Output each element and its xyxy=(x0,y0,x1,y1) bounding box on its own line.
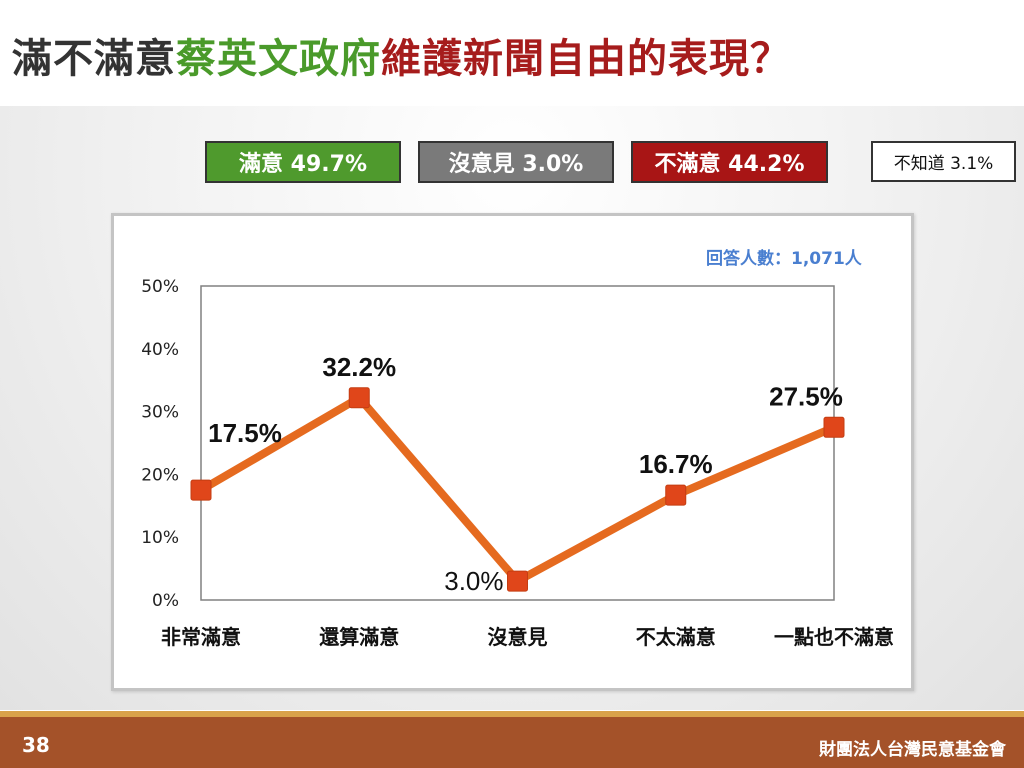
x-category-label: 還算滿意 xyxy=(319,625,399,649)
page-title: 滿不滿意蔡英文政府維護新聞自由的表現？ xyxy=(12,26,791,84)
organization-name: 財團法人台灣民意基金會 xyxy=(819,740,1006,760)
data-label: 32.2% xyxy=(322,352,396,382)
data-point-marker xyxy=(823,416,845,438)
y-tick-label: 10% xyxy=(141,528,179,548)
y-tick-label: 40% xyxy=(141,340,179,360)
data-label: 27.5% xyxy=(769,381,843,411)
satisfied-summary-box: 滿意 49.7% xyxy=(205,141,401,183)
title-part-green: 蔡英文政府 xyxy=(176,36,381,82)
title-part-red: 維護新聞自由的表現？ xyxy=(381,36,791,82)
y-axis: 0% 10% 20% 30% 40% 50% xyxy=(141,277,179,611)
data-point-marker xyxy=(507,570,528,592)
x-category-label: 沒意見 xyxy=(488,625,548,649)
plot-area xyxy=(200,285,835,601)
x-category-label: 非常滿意 xyxy=(161,625,241,649)
x-category-label: 一點也不滿意 xyxy=(774,625,894,649)
data-label: 3.0% xyxy=(444,566,503,596)
x-axis: 非常滿意 還算滿意 沒意見 不太滿意 一點也不滿意 xyxy=(161,625,894,649)
dissatisfied-summary-box: 不滿意 44.2% xyxy=(631,141,828,183)
y-tick-label: 30% xyxy=(141,403,179,423)
data-point-marker xyxy=(665,484,687,506)
no-opinion-summary-box: 沒意見 3.0% xyxy=(418,141,614,183)
respondent-count: 回答人數：1,071人 xyxy=(706,249,862,269)
dont-know-summary-box: 不知道 3.1% xyxy=(871,141,1016,182)
markers xyxy=(190,387,845,592)
y-tick-label: 20% xyxy=(141,465,179,485)
data-label: 17.5% xyxy=(208,418,282,448)
y-tick-label: 0% xyxy=(152,591,179,611)
page-number: 38 xyxy=(22,733,50,757)
data-labels: 17.5% 32.2% 3.0% 16.7% 27.5% xyxy=(208,352,843,596)
data-point-marker xyxy=(190,479,212,501)
x-category-label: 不太滿意 xyxy=(636,625,716,649)
y-tick-label: 50% xyxy=(141,277,179,297)
title-part-dark: 滿不滿意 xyxy=(12,36,176,82)
data-point-marker xyxy=(348,387,370,409)
footer-bar: 38 財團法人台灣民意基金會 xyxy=(0,711,1024,768)
data-label: 16.7% xyxy=(639,449,713,479)
